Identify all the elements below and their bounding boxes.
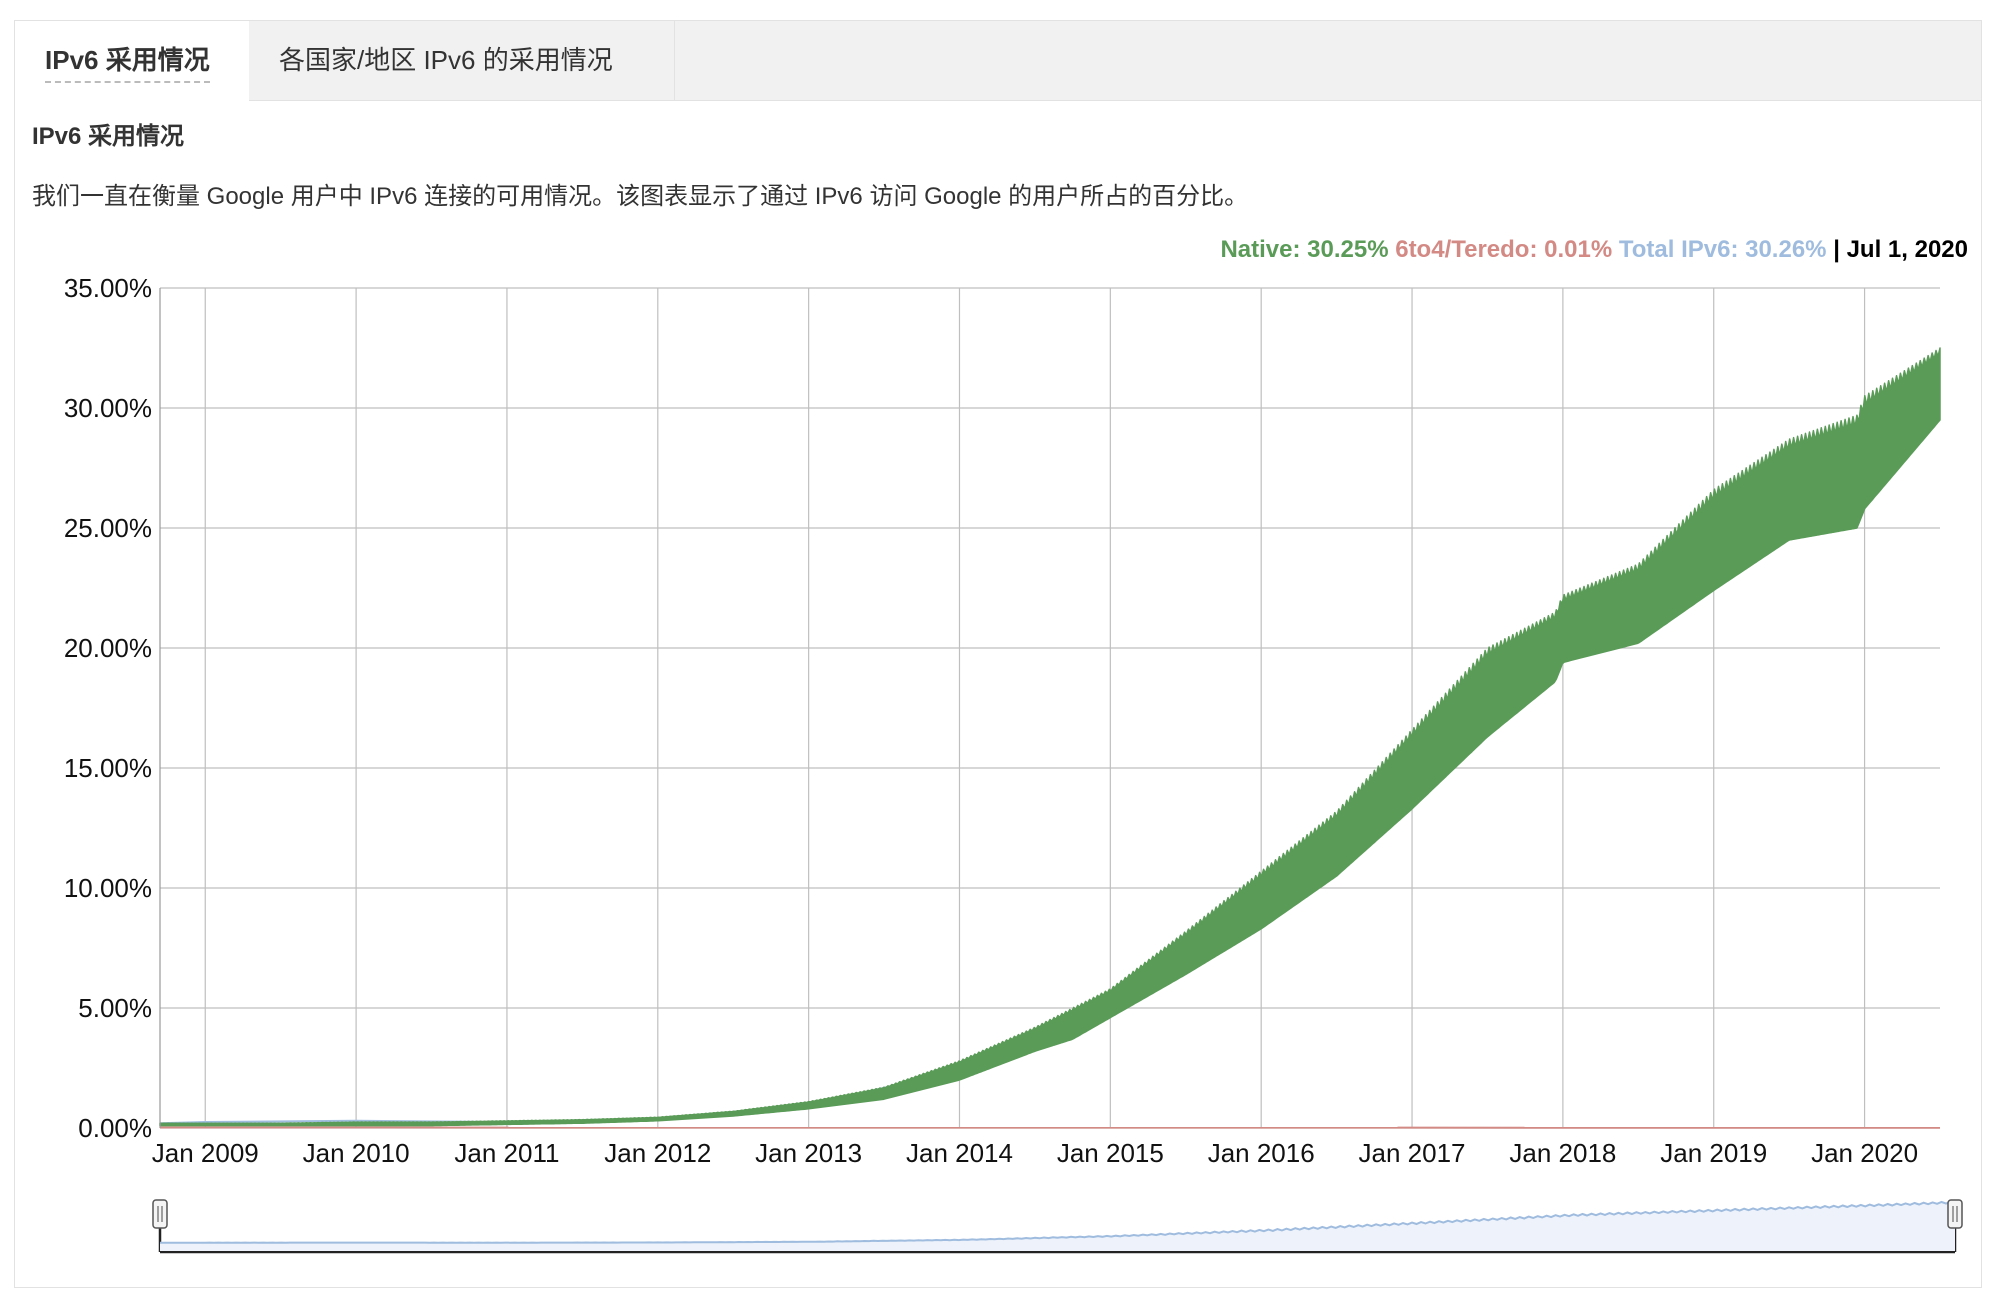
y-tick-label: 35.00% (64, 273, 152, 303)
tab-country-adoption-label: 各国家/地区 IPv6 的采用情况 (279, 45, 613, 75)
x-tick-label: Jan 2010 (303, 1138, 410, 1168)
navigator-area (160, 1201, 1955, 1251)
chart-series (159, 347, 1941, 1129)
legend-teredo: 6to4/Teredo: 0.01% (1395, 236, 1613, 263)
tab-bar: IPv6 采用情况 各国家/地区 IPv6 的采用情况 (15, 21, 1981, 102)
range-navigator (152, 1199, 1963, 1254)
series-native (159, 347, 1941, 1127)
legend-native: Native: 30.25% (1220, 236, 1389, 263)
x-tick-label: Jan 2020 (1811, 1138, 1918, 1168)
x-tick-label: Jan 2014 (906, 1138, 1013, 1168)
x-tick-label: Jan 2019 (1660, 1138, 1767, 1168)
navigator-left-handle[interactable] (152, 1199, 168, 1229)
navigator-line (160, 1200, 1956, 1244)
y-tick-label: 30.00% (64, 393, 152, 423)
y-tick-label: 10.00% (64, 873, 152, 903)
x-tick-label: Jan 2015 (1057, 1138, 1164, 1168)
y-tick-label: 5.00% (78, 993, 152, 1023)
y-tick-label: 25.00% (64, 513, 152, 543)
tab-country-adoption[interactable]: 各国家/地区 IPv6 的采用情况 (249, 21, 675, 101)
x-tick-label: Jan 2009 (152, 1138, 259, 1168)
plot-background (160, 288, 1940, 1128)
chart-grid (160, 287, 1940, 1129)
y-tick-label: 0.00% (78, 1113, 152, 1143)
y-tick-label: 15.00% (64, 753, 152, 783)
x-tick-label: Jan 2018 (1509, 1138, 1616, 1168)
handle-grip (1947, 1199, 1963, 1229)
section-title: IPv6 采用情况 (32, 123, 185, 150)
chart-axes: 0.00% 5.00% 10.00% 15.00% 20.00% 25.00% 30.00%… (64, 273, 1918, 1168)
x-tick-label: Jan 2016 (1208, 1138, 1315, 1168)
tab-ipv6-adoption-label: IPv6 采用情况 (45, 43, 210, 83)
x-tick-label: Jan 2012 (604, 1138, 711, 1168)
tab-ipv6-adoption[interactable]: IPv6 采用情况 (15, 21, 249, 102)
chart-legend: Native: 30.25% 6to4/Teredo: 0.01% Total … (1220, 236, 1968, 264)
legend-total: Total IPv6: 30.26% (1618, 236, 1827, 263)
handle-grip (152, 1199, 168, 1229)
x-tick-label: Jan 2011 (454, 1138, 559, 1168)
x-tick-label: Jan 2013 (755, 1138, 862, 1168)
x-tick-label: Jan 2017 (1359, 1138, 1466, 1168)
navigator-right-handle[interactable] (1947, 1199, 1963, 1229)
section-description: 我们一直在衡量 Google 用户中 IPv6 连接的可用情况。该图表显示了通过… (32, 183, 1249, 210)
y-tick-label: 20.00% (64, 633, 152, 663)
legend-date: Jul 1, 2020 (1846, 236, 1968, 263)
legend-separator: | (1833, 236, 1840, 263)
